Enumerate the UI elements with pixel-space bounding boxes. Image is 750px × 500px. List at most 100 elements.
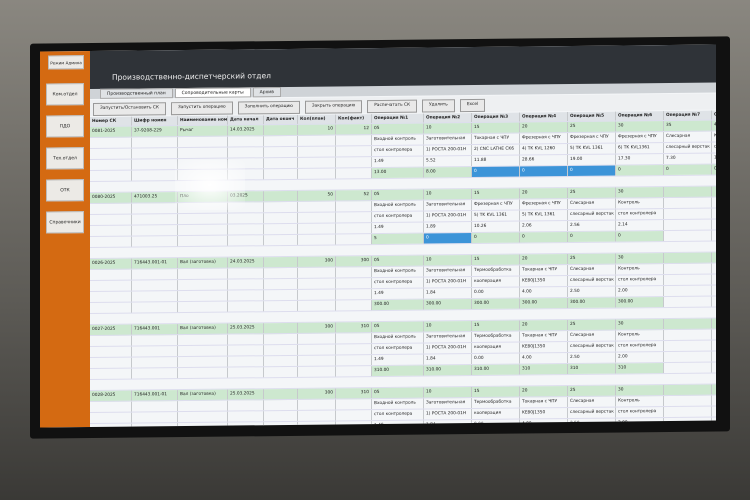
order-name: Вал (заготовка) (178, 323, 228, 335)
operation-qty[interactable]: 310 (616, 363, 664, 374)
order-number: 0080-2025 (90, 192, 132, 204)
order-code: 716443.001-01 (132, 390, 178, 401)
empty-cell (228, 400, 264, 411)
empty-cell (132, 269, 178, 280)
operation-qty[interactable]: 0 (520, 166, 568, 177)
operation-qty[interactable]: 13.00 (372, 167, 424, 179)
operation-qty[interactable]: 310.00 (424, 365, 472, 376)
operation-time: 0.00 (472, 287, 520, 299)
operation-time: 1.49 (372, 156, 424, 168)
column-header[interactable]: Операция №8 (712, 110, 716, 120)
empty-cell (178, 356, 228, 368)
operation-qty[interactable] (664, 230, 712, 242)
operation-time: 1.89 (424, 222, 472, 233)
empty-cell (336, 146, 372, 157)
operation-qty[interactable]: 0 (664, 164, 712, 176)
tab-2[interactable]: Архив (252, 87, 281, 98)
operation-qty[interactable]: 0 (520, 232, 568, 243)
operation-qty[interactable]: 300.00 (520, 298, 568, 309)
column-header[interactable]: Операция №2 (424, 113, 472, 123)
column-header[interactable]: Кол(план) (298, 114, 336, 124)
operation-qty[interactable]: 300.00 (424, 299, 472, 310)
order-code: 37-9208-229 (132, 126, 178, 137)
column-header[interactable]: Дата начал (228, 115, 264, 125)
toolbar-button-1[interactable]: Запустить операцию (170, 101, 233, 116)
column-header[interactable]: Операция №3 (472, 112, 520, 123)
operation-qty[interactable]: 310 (520, 364, 568, 375)
admin-mode-button[interactable]: Режим Админа (48, 55, 84, 70)
operation-qty[interactable]: 310 (568, 363, 616, 375)
operation-time: 4.00 (520, 419, 568, 428)
operation-qty[interactable]: 0 (568, 165, 616, 177)
order-start: 03.2025 (228, 191, 264, 202)
tab-1[interactable]: Сопроводительные карты (174, 87, 251, 99)
empty-cell (264, 212, 298, 224)
sidebar-item-pdo[interactable]: ПДО (46, 115, 84, 138)
operation-qty[interactable]: 300.00 (616, 297, 664, 308)
operation-qty[interactable] (712, 296, 716, 307)
operation-name (664, 395, 712, 407)
empty-cell (298, 399, 336, 410)
order-plan: 300 (298, 256, 336, 267)
column-header[interactable]: Операция №6 (616, 111, 664, 121)
operation-qty[interactable] (712, 362, 716, 373)
operation-qty[interactable]: 300.00 (472, 298, 520, 310)
toolbar-button-6[interactable]: Excel (459, 98, 486, 113)
sidebar-item-sales[interactable]: Ком.отдел (46, 83, 84, 106)
sidebar-item-tech[interactable]: Тех.отдел (46, 147, 84, 170)
column-header[interactable]: Наименование номе (178, 115, 228, 126)
operation-qty[interactable]: 0 (616, 231, 664, 242)
toolbar-button-5[interactable]: Удалить (422, 99, 455, 113)
operation-qty[interactable] (664, 296, 712, 308)
operation-time: 1.84 (424, 354, 472, 365)
column-header[interactable]: Шифр номен (132, 116, 178, 126)
operation-place: кооперация (472, 342, 520, 354)
operation-qty[interactable]: 0 (616, 165, 664, 176)
toolbar-button-2[interactable]: Заполнить операцию (237, 100, 300, 115)
operation-name: Слесарная (568, 198, 616, 210)
operation-name: Входной контроль (372, 398, 424, 410)
toolbar-button-4[interactable]: Распечатать СК (367, 99, 418, 114)
operation-qty[interactable]: 310.00 (372, 365, 424, 377)
empty-cell (228, 235, 264, 246)
operation-qty[interactable]: 300.00 (568, 297, 616, 309)
operation-qty[interactable]: 0 (568, 231, 616, 243)
column-header[interactable]: Операция №4 (520, 112, 568, 122)
operation-qty[interactable]: 0 (712, 164, 716, 175)
empty-cell (132, 236, 178, 247)
operation-name: Слесарная (568, 396, 616, 408)
column-header[interactable]: Операция №5 (568, 111, 616, 122)
empty-cell (228, 213, 264, 224)
toolbar-button-0[interactable]: Запустить/Остановить СК (93, 102, 166, 117)
column-header[interactable]: Кол(факт) (336, 114, 372, 124)
column-header[interactable]: Дата оконч (264, 114, 298, 125)
column-header[interactable]: Операция №7 (664, 110, 712, 121)
operation-qty[interactable]: 0 (472, 232, 520, 244)
toolbar-button-3[interactable]: Закрыть операцию (304, 100, 363, 114)
empty-cell (298, 344, 336, 355)
tab-0[interactable]: Производственный план (100, 88, 173, 99)
sidebar-item-references[interactable]: Справочники (46, 211, 84, 234)
operation-qty[interactable]: 8.00 (424, 167, 472, 178)
operation-place: стол контролера (372, 211, 424, 223)
column-header[interactable]: Номер СК (90, 116, 132, 127)
operation-name (664, 197, 712, 209)
operation-time: 28.66 (520, 155, 568, 166)
operation-qty[interactable]: 0 (472, 166, 520, 178)
operation-qty[interactable] (664, 362, 712, 374)
operation-place: кооперация (472, 276, 520, 288)
empty-cell (178, 411, 228, 423)
operation-qty[interactable]: 0 (424, 233, 472, 244)
column-header[interactable]: Операция №1 (372, 113, 424, 124)
empty-cell (336, 201, 372, 212)
empty-cell (90, 335, 132, 347)
sidebar-item-otk[interactable]: ОТК (46, 179, 84, 202)
operation-qty[interactable]: 310.00 (472, 364, 520, 376)
operation-number (712, 186, 716, 197)
operation-qty[interactable] (712, 230, 716, 241)
operation-qty[interactable]: 5 (372, 233, 424, 245)
operation-time: 1.49 (372, 222, 424, 234)
operation-qty[interactable]: 300.00 (372, 299, 424, 311)
order-plan: 300 (298, 322, 336, 333)
empty-cell (264, 333, 298, 345)
